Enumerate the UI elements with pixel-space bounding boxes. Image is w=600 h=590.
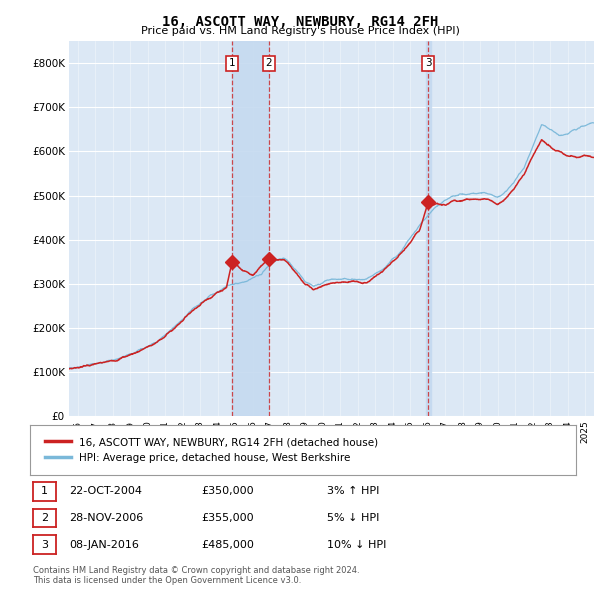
Text: 3: 3 — [41, 540, 48, 549]
Text: Price paid vs. HM Land Registry's House Price Index (HPI): Price paid vs. HM Land Registry's House … — [140, 26, 460, 36]
Text: £350,000: £350,000 — [201, 487, 254, 496]
Text: Contains HM Land Registry data © Crown copyright and database right 2024.
This d: Contains HM Land Registry data © Crown c… — [33, 566, 359, 585]
Text: 22-OCT-2004: 22-OCT-2004 — [69, 487, 142, 496]
Bar — [425, 41, 431, 416]
Text: 08-JAN-2016: 08-JAN-2016 — [69, 540, 139, 549]
Text: 16, ASCOTT WAY, NEWBURY, RG14 2FH: 16, ASCOTT WAY, NEWBURY, RG14 2FH — [162, 15, 438, 29]
Text: £485,000: £485,000 — [201, 540, 254, 549]
Text: 2: 2 — [265, 58, 272, 68]
Text: 10% ↓ HPI: 10% ↓ HPI — [327, 540, 386, 549]
Legend: 16, ASCOTT WAY, NEWBURY, RG14 2FH (detached house), HPI: Average price, detached: 16, ASCOTT WAY, NEWBURY, RG14 2FH (detac… — [41, 433, 383, 467]
Text: 5% ↓ HPI: 5% ↓ HPI — [327, 513, 379, 523]
Text: 2: 2 — [41, 513, 48, 523]
Text: 28-NOV-2006: 28-NOV-2006 — [69, 513, 143, 523]
Bar — [232, 41, 269, 416]
Text: 1: 1 — [41, 487, 48, 496]
Text: 3% ↑ HPI: 3% ↑ HPI — [327, 487, 379, 496]
Text: 3: 3 — [425, 58, 431, 68]
Text: 1: 1 — [229, 58, 235, 68]
Text: £355,000: £355,000 — [201, 513, 254, 523]
